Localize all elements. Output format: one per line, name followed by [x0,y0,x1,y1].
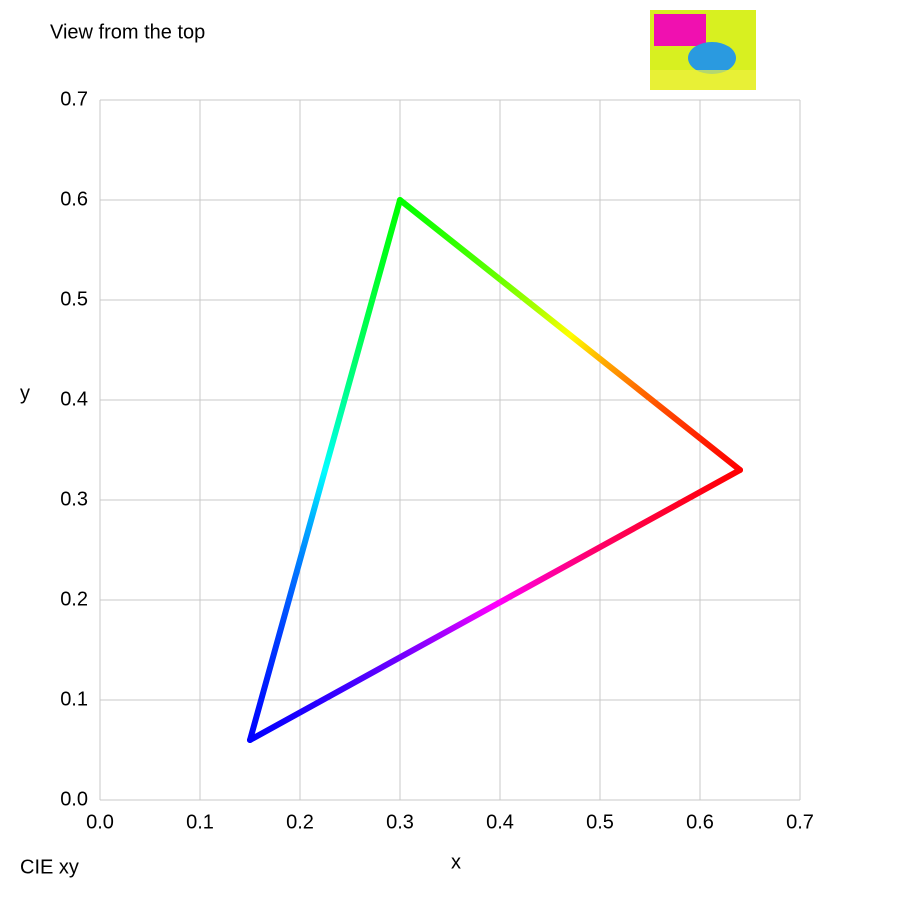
chart-title: View from the top [50,21,205,43]
chart-subtitle: CIE xy [20,856,79,878]
thumbnail-ground [650,70,756,90]
y-tick-label: 0.7 [60,88,88,110]
y-tick-label: 0.1 [60,688,88,710]
y-tick-label: 0.2 [60,588,88,610]
thumbnail-patch [654,14,706,46]
x-tick-label: 0.2 [286,811,314,833]
x-axis-label: x [451,851,461,873]
x-tick-label: 0.4 [486,811,514,833]
triangle-edge [247,197,403,743]
y-tick-label: 0.3 [60,488,88,510]
x-tick-label: 0.1 [186,811,214,833]
x-tick-label: 0.0 [86,811,114,833]
y-tick-label: 0.5 [60,288,88,310]
triangle-edge [397,197,743,473]
triangle-edge [247,467,743,743]
y-axis-label: y [20,382,30,404]
y-tick-label: 0.4 [60,388,88,410]
thumbnail [650,10,756,90]
x-tick-label: 0.7 [786,811,814,833]
y-tick-label: 0.0 [60,788,88,810]
x-tick-label: 0.3 [386,811,414,833]
x-tick-label: 0.6 [686,811,714,833]
thumbnail-car [688,42,736,74]
x-tick-label: 0.5 [586,811,614,833]
y-tick-label: 0.6 [60,188,88,210]
